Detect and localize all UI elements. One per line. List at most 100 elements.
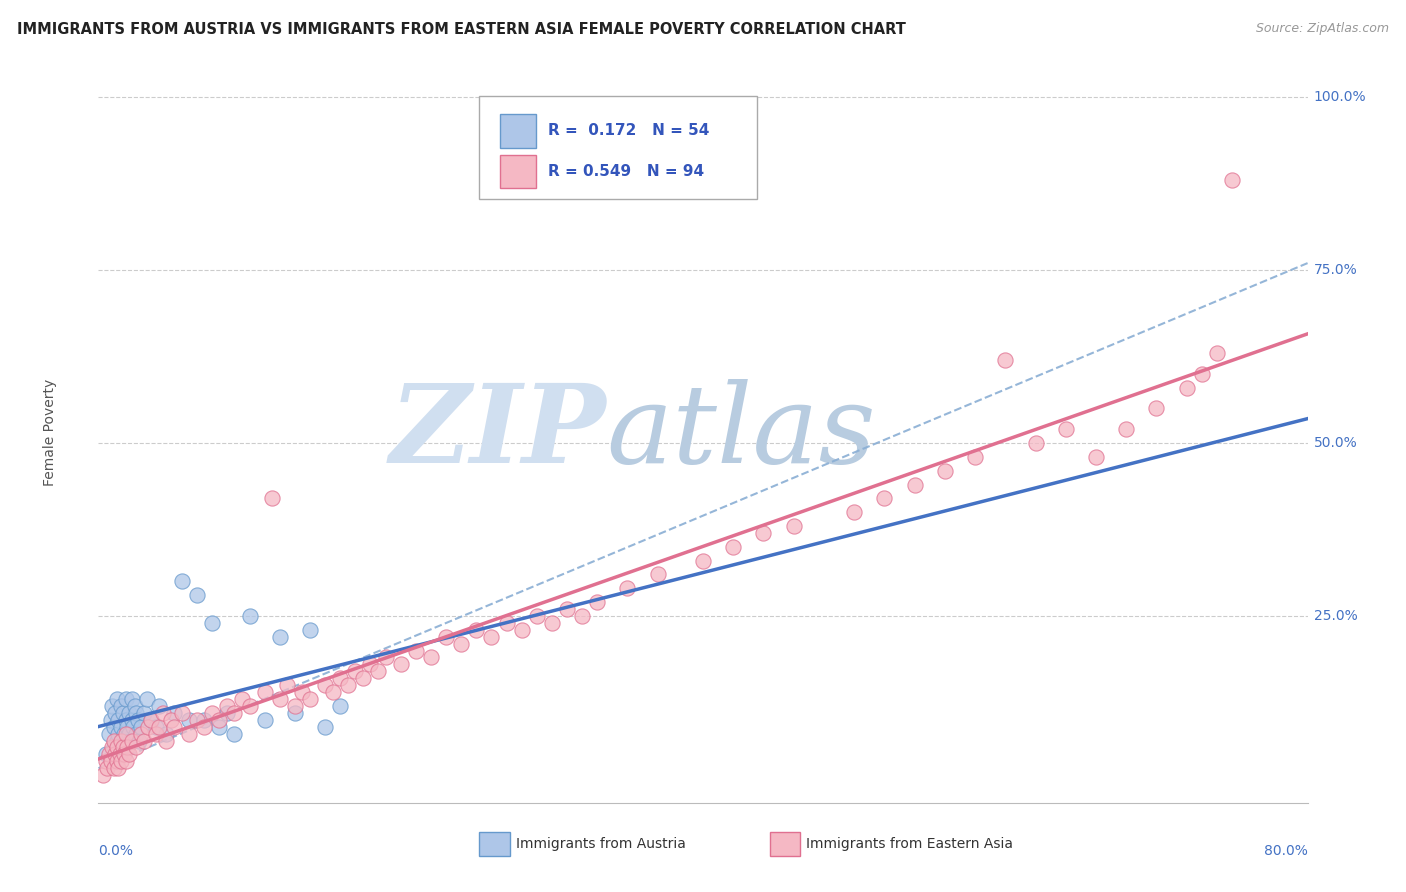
Point (994, 353, 1017, 368)
Bar (501, 155, 536, 188)
Point (110, 733, 132, 747)
Point (208, 713, 231, 727)
Bar (769, 832, 800, 856)
Point (136, 720, 159, 734)
Text: 75.0%: 75.0% (1313, 263, 1357, 277)
Point (105, 754, 128, 768)
Point (101, 740, 124, 755)
Point (100, 754, 122, 768)
Point (107, 761, 129, 775)
Point (163, 720, 186, 734)
Text: Immigrants from Austria: Immigrants from Austria (516, 837, 686, 850)
Point (336, 678, 359, 692)
Point (112, 726, 135, 740)
Point (94, 747, 117, 762)
Point (1024, 436, 1046, 450)
Point (1206, 346, 1229, 360)
Text: Source: ZipAtlas.com: Source: ZipAtlas.com (1256, 22, 1389, 36)
Point (115, 740, 138, 755)
Point (965, 450, 987, 464)
Text: R = 0.549   N = 94: R = 0.549 N = 94 (548, 164, 704, 178)
Point (132, 706, 155, 720)
Point (904, 477, 927, 491)
Point (586, 595, 609, 609)
Point (873, 491, 896, 506)
Point (481, 630, 503, 644)
Text: Immigrants from Eastern Asia: Immigrants from Eastern Asia (806, 837, 1012, 850)
Point (110, 754, 132, 768)
Point (526, 609, 548, 624)
Point (224, 706, 246, 720)
Point (231, 692, 253, 706)
Bar (501, 114, 536, 147)
Point (104, 706, 127, 720)
Point (111, 706, 134, 720)
Point (100, 713, 122, 727)
Point (155, 726, 177, 740)
Point (299, 623, 322, 637)
Point (329, 698, 352, 713)
Point (647, 567, 669, 582)
Point (215, 706, 238, 720)
Point (135, 692, 157, 706)
Point (1175, 381, 1198, 395)
Point (145, 720, 167, 734)
Point (114, 726, 136, 740)
Point (115, 720, 138, 734)
Point (125, 726, 148, 740)
Point (129, 726, 152, 740)
Point (114, 754, 136, 768)
Point (495, 615, 517, 630)
Point (224, 726, 246, 740)
Point (141, 713, 163, 727)
Point (110, 720, 132, 734)
Text: 50.0%: 50.0% (1313, 436, 1357, 450)
Point (186, 713, 208, 727)
Point (253, 713, 276, 727)
Point (322, 685, 344, 699)
Point (752, 525, 775, 540)
Point (128, 733, 150, 747)
Text: R =  0.172   N = 54: R = 0.172 N = 54 (548, 123, 710, 138)
Point (193, 713, 215, 727)
Point (314, 678, 336, 692)
Point (616, 582, 638, 596)
Point (105, 692, 128, 706)
Point (108, 740, 131, 755)
Point (120, 733, 142, 747)
Point (299, 692, 322, 706)
Point (96, 761, 118, 775)
Point (148, 720, 170, 734)
Point (201, 706, 224, 720)
Point (374, 650, 396, 665)
Point (107, 726, 129, 740)
Point (110, 698, 132, 713)
Point (1085, 450, 1108, 464)
Point (276, 678, 298, 692)
Point (352, 671, 374, 685)
Point (291, 685, 314, 699)
Point (193, 720, 215, 734)
Point (239, 609, 262, 624)
Point (844, 505, 866, 519)
Point (104, 747, 127, 762)
Point (1054, 422, 1077, 436)
Point (91, 768, 114, 782)
Point (782, 519, 804, 533)
Point (111, 740, 134, 755)
Point (105, 733, 128, 747)
Point (121, 733, 143, 747)
Point (121, 713, 143, 727)
Point (510, 623, 533, 637)
Point (108, 747, 131, 762)
Point (215, 698, 238, 713)
Point (98, 747, 121, 762)
Bar (479, 832, 509, 856)
Text: IMMIGRANTS FROM AUSTRIA VS IMMIGRANTS FROM EASTERN ASIA FEMALE POVERTY CORRELATI: IMMIGRANTS FROM AUSTRIA VS IMMIGRANTS FR… (17, 22, 905, 37)
Point (118, 706, 141, 720)
Point (201, 615, 224, 630)
Point (121, 692, 143, 706)
Point (114, 713, 136, 727)
Point (269, 692, 291, 706)
Point (389, 657, 412, 672)
